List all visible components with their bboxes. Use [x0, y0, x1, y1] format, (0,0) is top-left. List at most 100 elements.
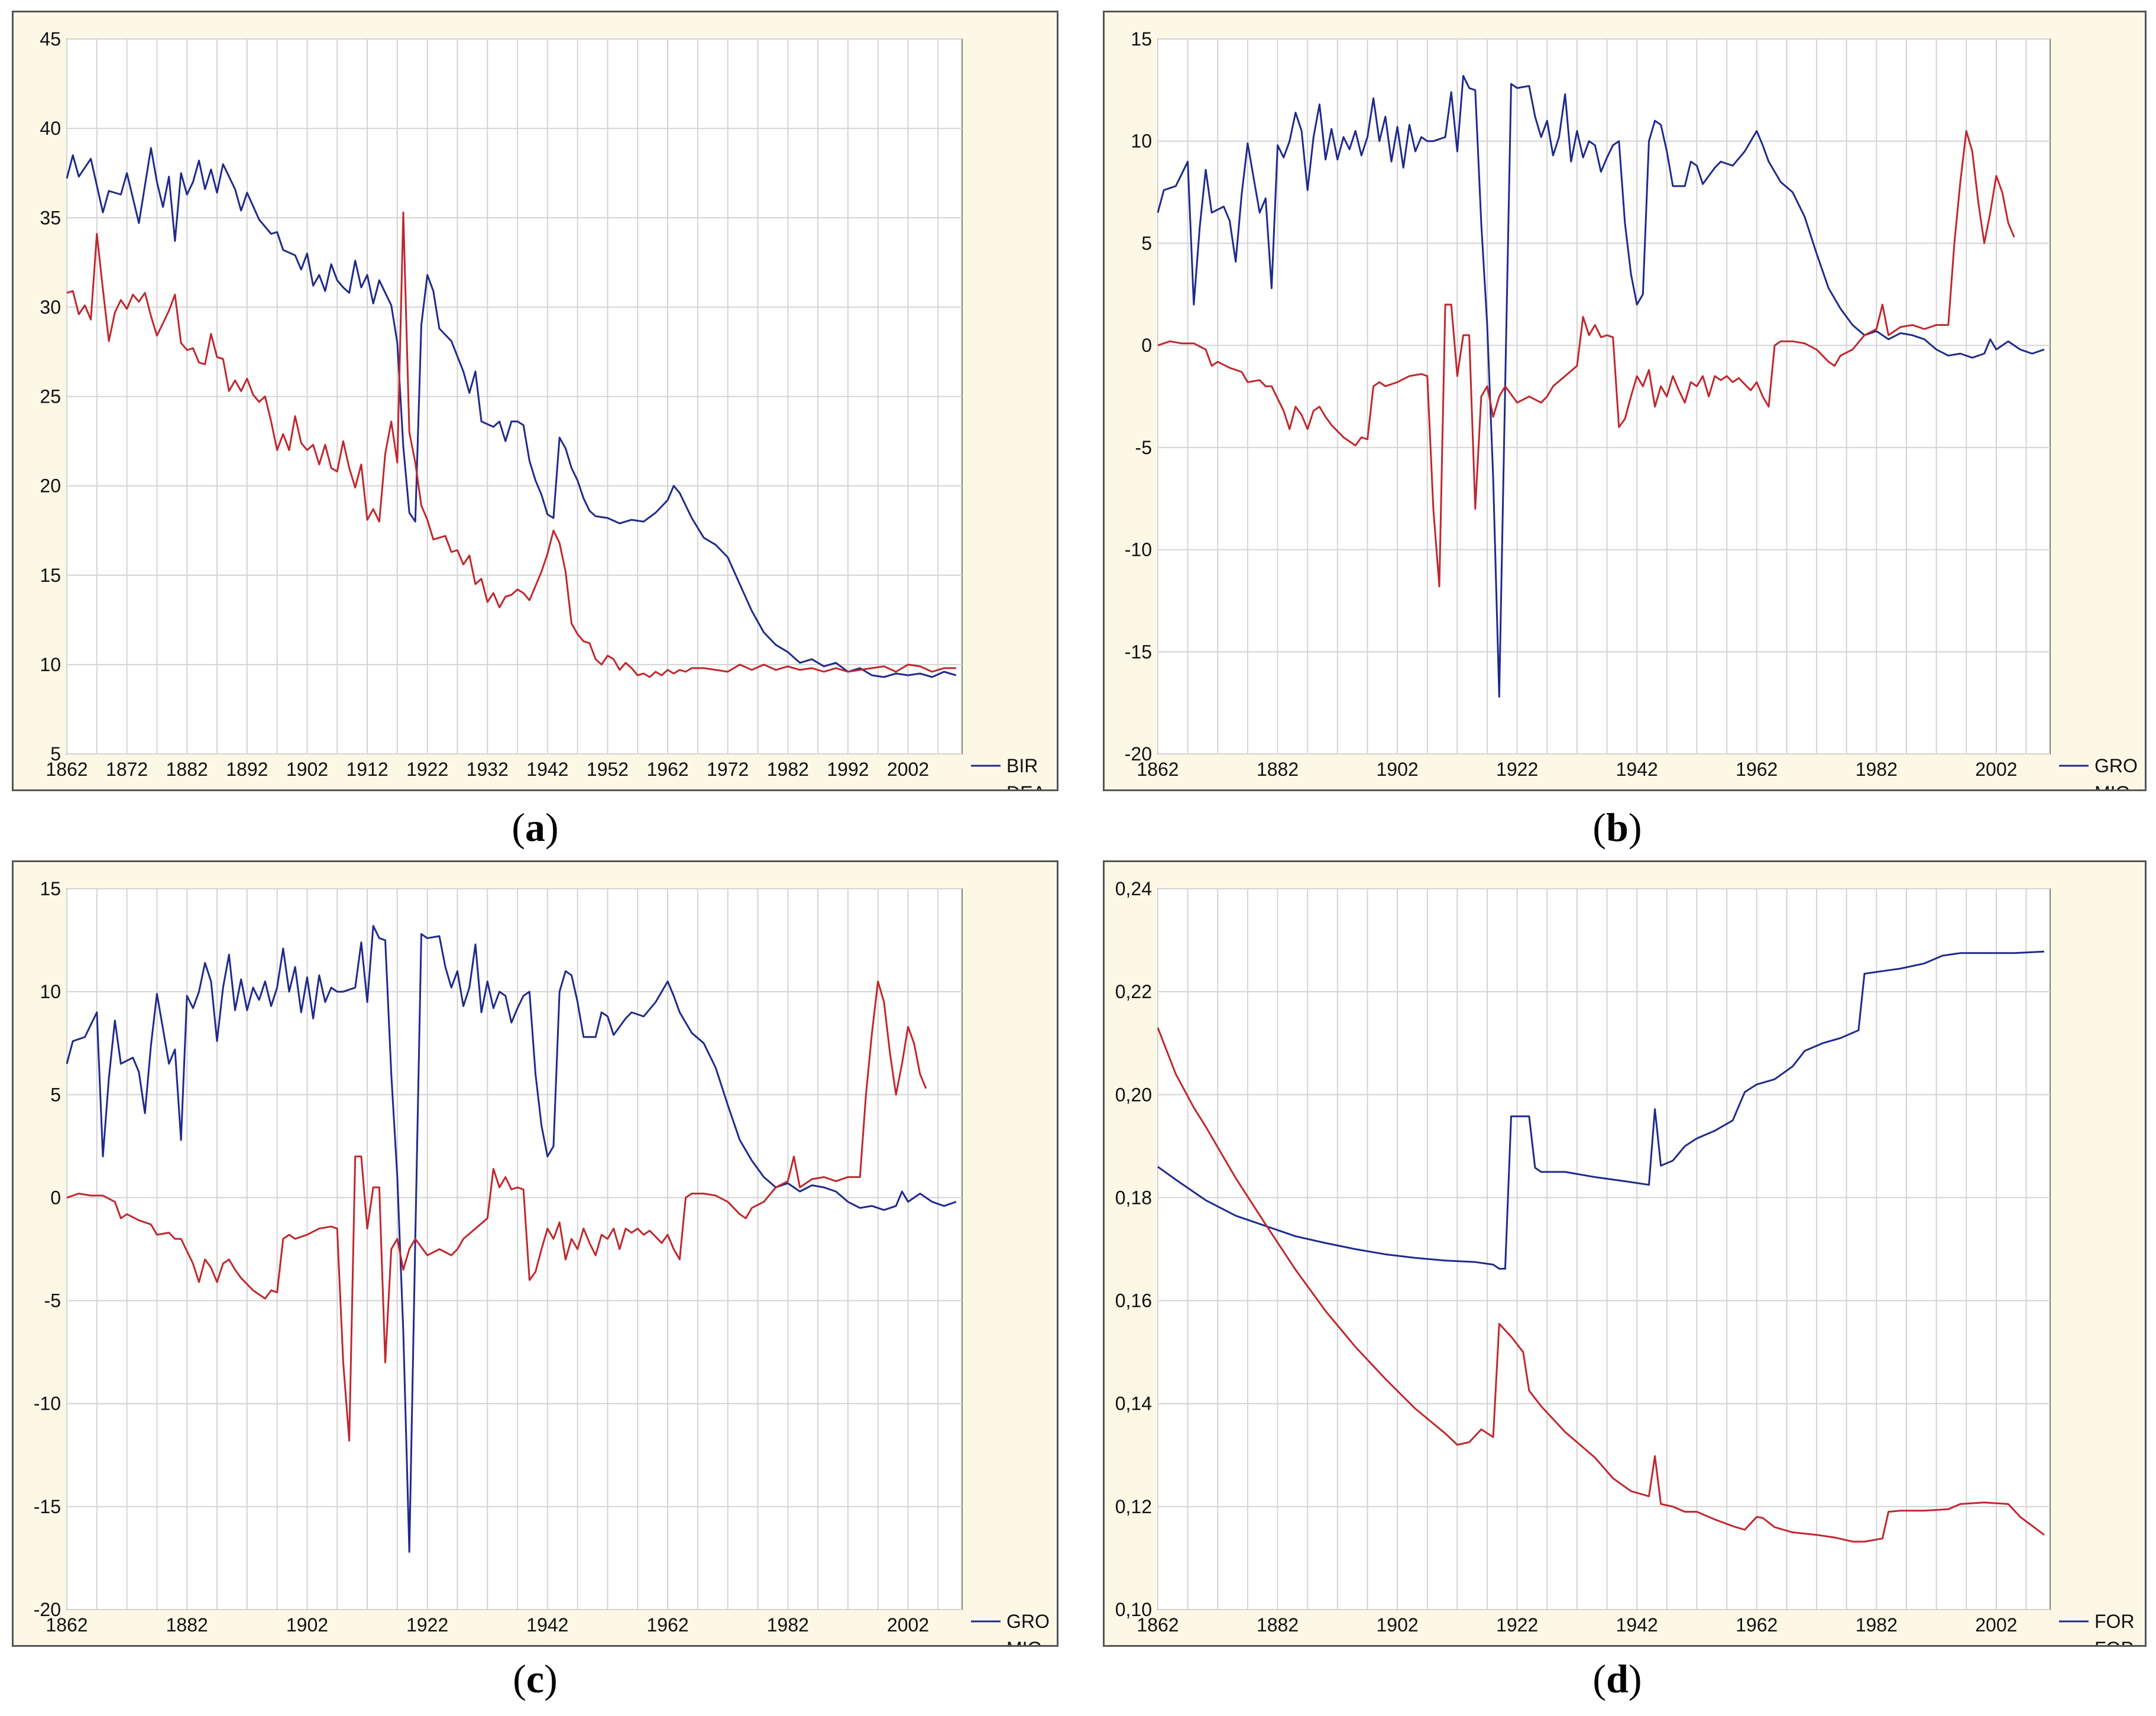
- y-tick-label: 35: [40, 207, 61, 228]
- x-tick-label: 2002: [1975, 759, 2017, 780]
- chart-svg-d: 0,10 0,12 0,14 0,16 0,18 0,20 0,22 0,24 1862 1882…: [1115, 878, 2135, 1645]
- y-tick-label: 30: [40, 296, 61, 318]
- plot-area-c: [66, 888, 963, 1610]
- series-line-bir: [66, 147, 957, 678]
- y-tick-label: 0: [50, 1187, 61, 1208]
- x-tick-label: 1882: [1257, 759, 1299, 780]
- caption-b: (b): [1592, 805, 1642, 850]
- y-tick-label: 15: [40, 565, 61, 586]
- x-tick-label: 1922: [406, 1614, 448, 1636]
- chart-panel-a: 5 10 15 20 25 30 35 40 45 1862 1872 1882 1892 1902 191…: [12, 11, 1058, 791]
- y-tick-label: 5: [50, 743, 61, 765]
- y-tick-label: 0,24: [1115, 878, 1152, 899]
- y-tick-label: 20: [40, 475, 61, 497]
- y-tick-label: -5: [1135, 437, 1152, 458]
- legend-label-fop: FOP: [2095, 1638, 2134, 1645]
- y-tick-label: 10: [1131, 131, 1152, 152]
- series-line-for: [1157, 950, 2044, 1270]
- x-tick-label: 1942: [526, 759, 568, 780]
- y-tick-label: 0,12: [1115, 1496, 1152, 1517]
- chart-panel-b: -20 -15 -10 -5 0 5 10 15 1862 1882 1902 1922 1942 196…: [1103, 11, 2147, 791]
- y-tick-label: -15: [1125, 641, 1152, 662]
- series-line-mig: [1157, 129, 2015, 588]
- legend-label-gro: GRO: [1006, 1611, 1050, 1632]
- y-tick-label: 15: [40, 878, 61, 899]
- x-tick-label: 1862: [1137, 1614, 1179, 1636]
- x-tick-label: 1982: [767, 759, 809, 780]
- x-tick-label: 1902: [1377, 759, 1419, 780]
- x-tick-label: 1982: [1856, 759, 1898, 780]
- legend-label-mig: MIG: [2095, 782, 2130, 789]
- y-tick-label: 5: [1141, 232, 1152, 254]
- x-tick-label: 2002: [1975, 1614, 2017, 1636]
- legend-label-mig: MIG: [1006, 1638, 1042, 1645]
- plot-area-b: [1157, 38, 2051, 755]
- y-tick-label: -10: [34, 1393, 61, 1414]
- legend-label-bir: BIR: [1006, 755, 1038, 776]
- x-tick-label: 1862: [1137, 759, 1179, 780]
- x-tick-label: 1972: [707, 759, 749, 780]
- chart-svg-b: -20 -15 -10 -5 0 5 10 15 1862 1882 1902 1922 1942 196…: [1125, 28, 2138, 789]
- x-tick-label: 1922: [1496, 1614, 1538, 1636]
- chart-panel-d: 0,10 0,12 0,14 0,16 0,18 0,20 0,22 0,24 1862 1882…: [1103, 860, 2147, 1647]
- legend-label-gro: GRO: [2095, 755, 2138, 776]
- x-tick-label: 1922: [1496, 759, 1538, 780]
- y-tick-label: 10: [40, 981, 61, 1002]
- x-tick-label: 1902: [286, 759, 328, 780]
- x-tick-label: 1962: [1736, 1614, 1778, 1636]
- y-tick-label: 10: [40, 654, 61, 675]
- chart-svg-a: 5 10 15 20 25 30 35 40 45 1862 1872 1882 1892 1902 191…: [40, 28, 1045, 789]
- x-tick-label: 1992: [827, 759, 869, 780]
- series-line-gro: [66, 925, 957, 1553]
- x-tick-label: 1952: [587, 759, 629, 780]
- caption-a: (a): [512, 805, 559, 850]
- x-tick-label: 1872: [106, 759, 148, 780]
- x-tick-label: 1862: [46, 1614, 88, 1636]
- x-tick-label: 1982: [1856, 1614, 1898, 1636]
- y-tick-label: 0,10: [1115, 1599, 1152, 1620]
- chart-svg-c: -20 -15 -10 -5 0 5 10 15 1862 1882 1902 1922 1942 196…: [34, 878, 1050, 1645]
- series-line-mig: [66, 980, 927, 1442]
- y-tick-label: -15: [34, 1496, 61, 1517]
- x-tick-label: 1942: [1616, 1614, 1658, 1636]
- y-tick-label: 0,22: [1115, 981, 1152, 1002]
- x-tick-label: 1902: [286, 1614, 328, 1636]
- y-tick-label: 45: [40, 28, 61, 50]
- y-tick-label: 0,16: [1115, 1290, 1152, 1312]
- x-tick-label: 1932: [467, 759, 509, 780]
- series-line-dea: [66, 211, 956, 678]
- series-line-gro: [1157, 75, 2045, 698]
- x-tick-label: 1942: [526, 1614, 568, 1636]
- x-tick-label: 1892: [226, 759, 268, 780]
- legend-label-dea: DEA: [1006, 782, 1045, 789]
- series-line-fop: [1157, 1027, 2045, 1543]
- caption-c: (c): [513, 1656, 558, 1701]
- x-tick-label: 1962: [1736, 759, 1778, 780]
- y-tick-label: 0: [1141, 335, 1152, 356]
- caption-d: (d): [1592, 1656, 1642, 1701]
- legend-label-for: FOR: [2095, 1611, 2135, 1632]
- chart-panel-c: -20 -15 -10 -5 0 5 10 15 1862 1882 1902 1922 1942 196…: [12, 860, 1058, 1647]
- y-tick-label: 0,14: [1115, 1393, 1152, 1414]
- y-tick-label: 25: [40, 386, 61, 407]
- x-tick-label: 2002: [887, 1614, 929, 1636]
- y-tick-label: -5: [44, 1290, 61, 1312]
- y-tick-label: 40: [40, 118, 61, 139]
- y-tick-label: 15: [1131, 28, 1152, 50]
- y-tick-label: -10: [1125, 539, 1152, 561]
- x-tick-label: 1982: [767, 1614, 809, 1636]
- y-tick-label: 5: [50, 1084, 61, 1105]
- y-tick-label: -20: [34, 1599, 61, 1620]
- plot-area-d: [1157, 888, 2051, 1610]
- y-tick-label: -20: [1125, 743, 1152, 765]
- y-tick-label: 0,18: [1115, 1187, 1152, 1208]
- x-tick-label: 1962: [647, 759, 689, 780]
- x-tick-label: 1922: [406, 759, 448, 780]
- x-tick-label: 2002: [887, 759, 929, 780]
- x-tick-label: 1882: [1257, 1614, 1299, 1636]
- x-tick-label: 1942: [1616, 759, 1658, 780]
- x-tick-label: 1862: [46, 759, 88, 780]
- x-tick-label: 1962: [647, 1614, 689, 1636]
- y-tick-label: 0,20: [1115, 1084, 1152, 1105]
- x-tick-label: 1882: [166, 1614, 208, 1636]
